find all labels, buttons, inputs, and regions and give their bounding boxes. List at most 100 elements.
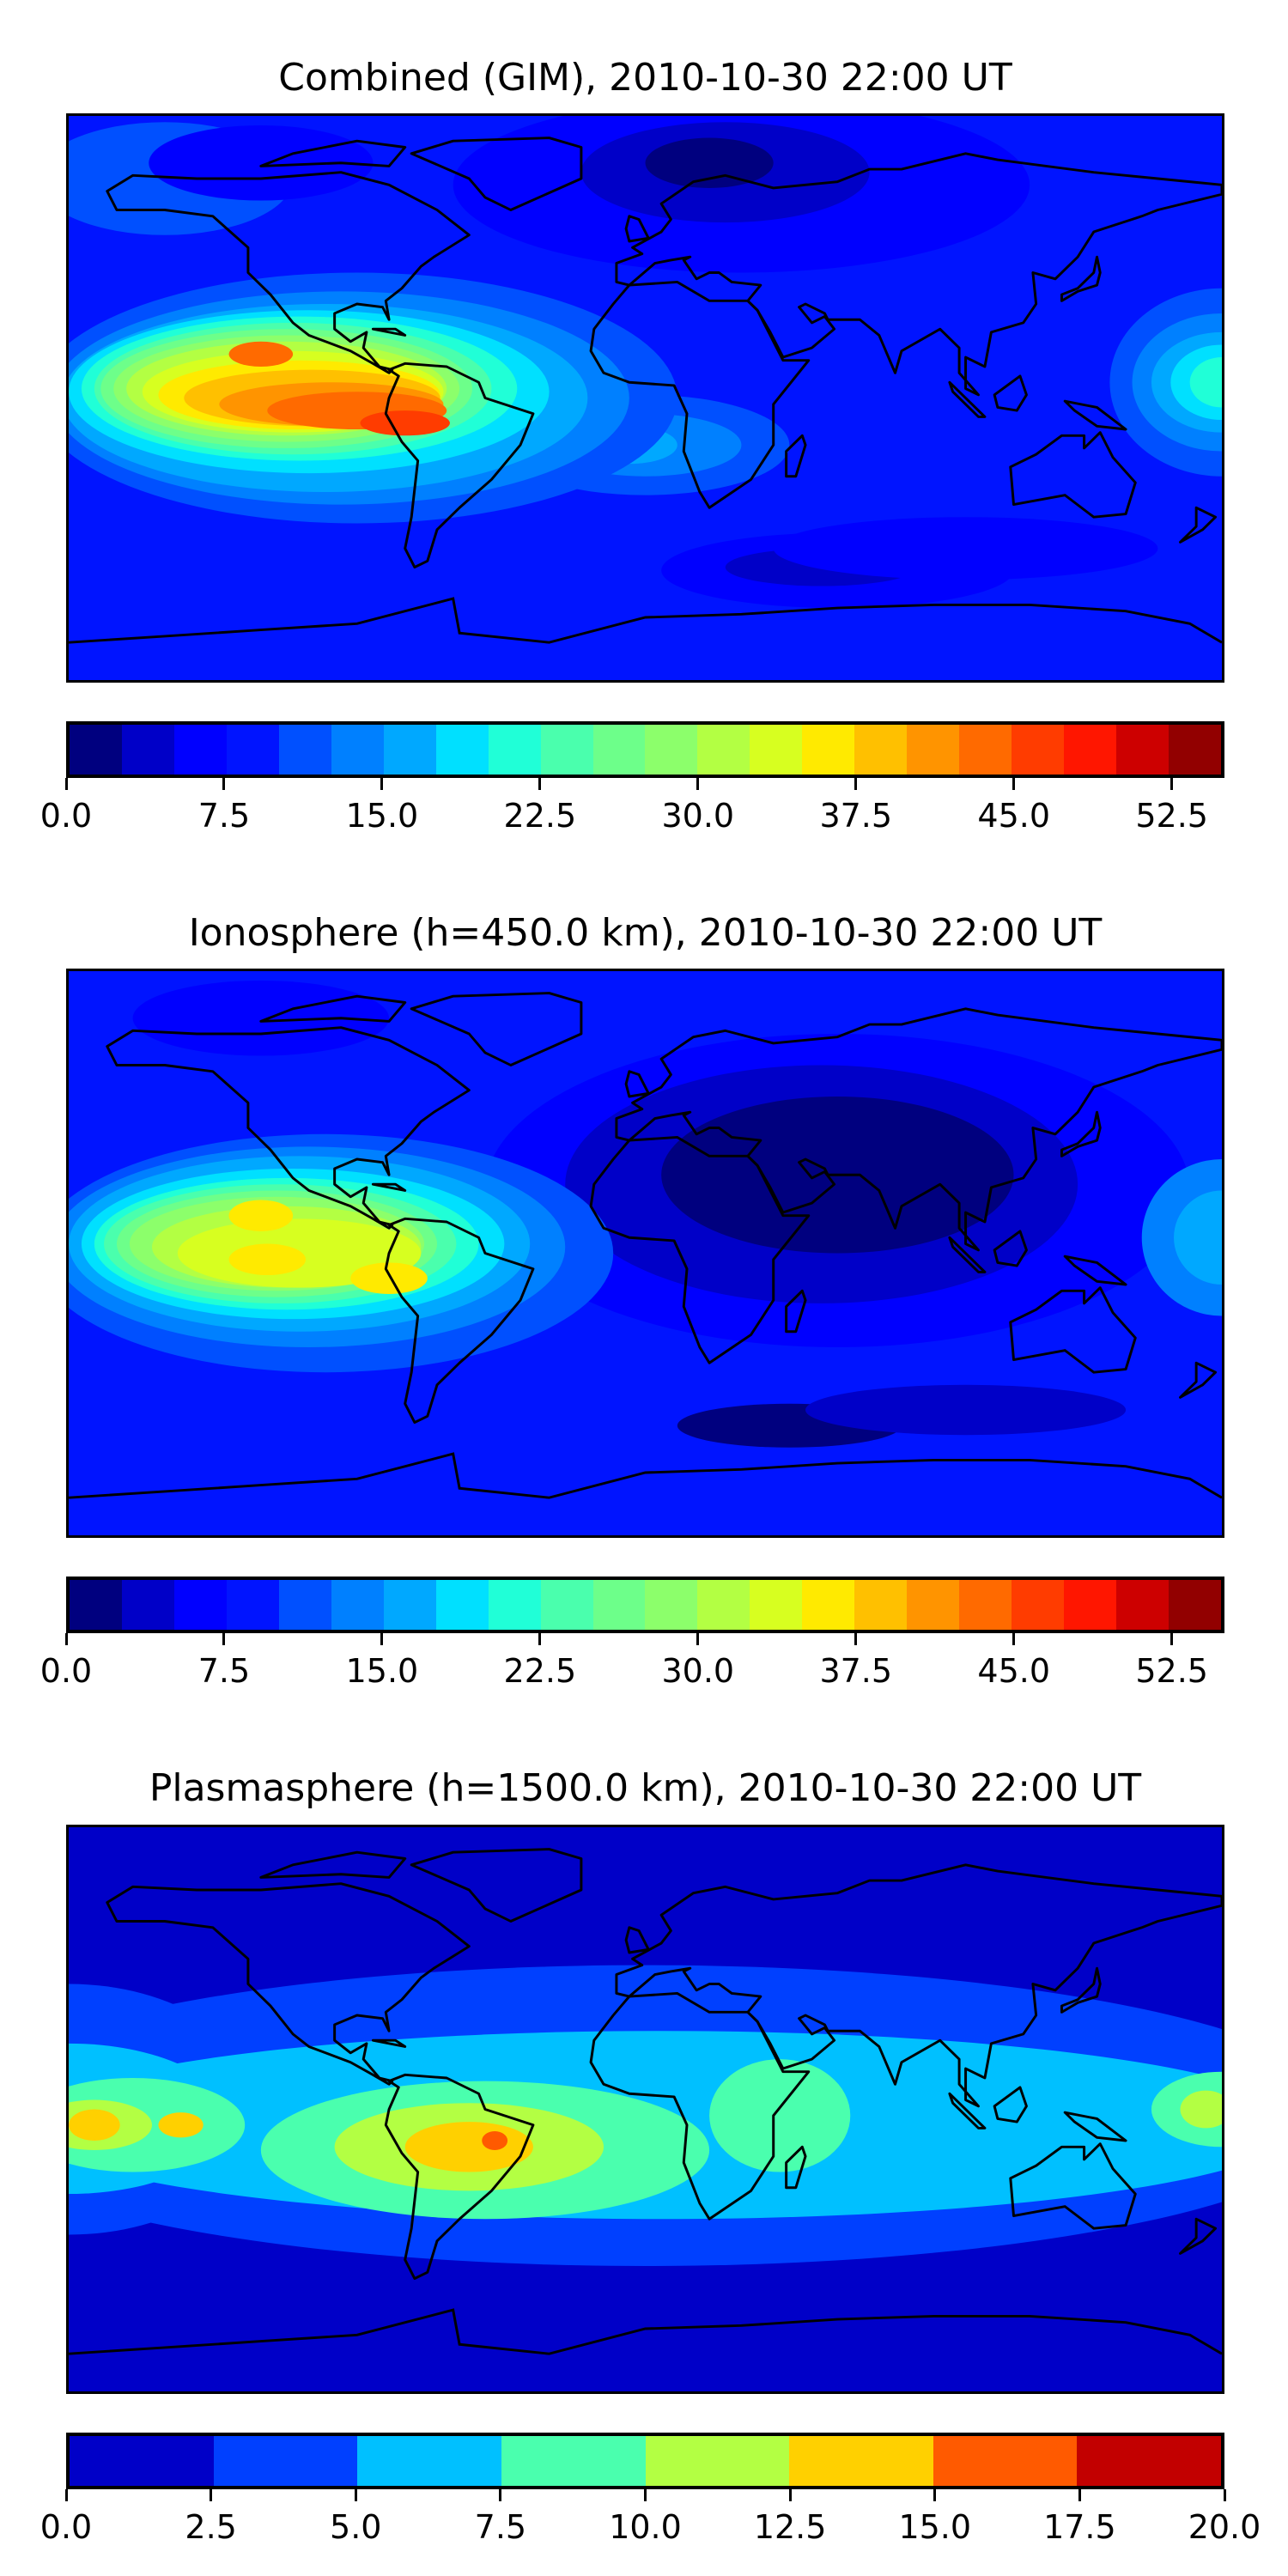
coastline [785, 434, 807, 478]
coastline [259, 1850, 407, 1879]
coastline [1009, 431, 1137, 519]
contour-region [709, 2059, 851, 2172]
colorbar-bin [121, 1580, 174, 1630]
colorbar-bin [540, 1580, 593, 1630]
tick-label: 45.0 [977, 1652, 1051, 1690]
tick-mark [854, 1633, 858, 1645]
colorbar-bin [383, 1580, 436, 1630]
coastline [948, 2092, 987, 2129]
tick-label: 17.5 [1043, 2508, 1116, 2546]
colorbar-bin [697, 1580, 750, 1630]
coastline [410, 992, 583, 1066]
colorbar-bin [488, 1580, 541, 1630]
coastline [1009, 2142, 1137, 2230]
map-svg [69, 971, 1222, 1535]
colorbar [66, 2433, 1224, 2489]
colorbar-bin [278, 725, 331, 775]
tec-map-ionosphere [66, 969, 1224, 1538]
colorbar-bin [226, 1580, 279, 1630]
coastline [615, 1007, 1222, 1252]
colorbar-bin [1116, 725, 1170, 775]
tick-mark [354, 2489, 357, 2501]
coastline [589, 1135, 811, 1364]
coastline [384, 2073, 535, 2281]
coastline [371, 1182, 407, 1192]
tick-label: 15.0 [898, 2508, 972, 2546]
colorbar-bin [959, 1580, 1012, 1630]
coastline [993, 2086, 1028, 2123]
tick-label: 5.0 [330, 2508, 382, 2546]
contour-region [350, 1262, 428, 1294]
colorbar-bin [1012, 725, 1065, 775]
contour-region [773, 517, 1158, 580]
contour-region [158, 2112, 204, 2138]
tick-label: 7.5 [474, 2508, 527, 2546]
colorbar-bin [213, 2436, 358, 2486]
colorbar-bin [435, 1580, 489, 1630]
contour-region [228, 1200, 294, 1231]
tick-label: 0.0 [39, 797, 93, 835]
tick-label: 52.5 [1135, 1652, 1208, 1690]
coastline [1063, 1255, 1127, 1286]
tick-label: 7.5 [197, 797, 251, 835]
colorbar-bin [697, 725, 750, 775]
colorbar-bin [854, 1580, 908, 1630]
tick-label: 45.0 [977, 797, 1051, 835]
coastline-antarctica [69, 597, 1222, 644]
colorbar-bin [70, 1580, 122, 1630]
colorbar-bin [1169, 1580, 1221, 1630]
coastline [106, 1882, 471, 2086]
tick-label: 0.0 [39, 1652, 93, 1690]
tick-mark [64, 778, 68, 790]
colorbar-ticks: 0.0 7.5 15.0 22.5 30.0 37.5 45.0 52.5 [40, 1633, 1224, 1702]
colorbar-bin [435, 725, 489, 775]
tick-label: 37.5 [819, 1652, 893, 1690]
colorbar-bin [854, 725, 908, 775]
colorbar-bin [1012, 1580, 1065, 1630]
tick-label: 12.5 [753, 2508, 827, 2546]
contour-region [805, 1384, 1127, 1436]
colorbar-ticks: 0.0 2.5 5.0 7.5 10.0 12.5 15.0 17.5 20.0 [40, 2489, 1261, 2558]
contour-region [149, 125, 374, 201]
colorbar-bin [750, 725, 803, 775]
colorbar-bin [173, 725, 227, 775]
coastline [785, 2145, 807, 2190]
tick-mark [222, 778, 226, 790]
tick-mark [1223, 2489, 1226, 2501]
colorbar-bin [540, 725, 593, 775]
map-svg [69, 116, 1222, 680]
colorbar-bin [1064, 725, 1117, 775]
tick-mark [696, 778, 700, 790]
coastline [948, 380, 987, 418]
tick-label: 10.0 [609, 2508, 682, 2546]
coastline [1063, 2111, 1127, 2142]
tick-label: 0.0 [39, 2508, 93, 2546]
colorbar-bin [70, 725, 122, 775]
coastline [1060, 255, 1102, 302]
colorbar-bin [331, 1580, 384, 1630]
tick-mark [64, 2489, 68, 2501]
tick-label: 37.5 [819, 797, 893, 835]
map-svg [69, 1827, 1222, 2391]
tick-label: 7.5 [197, 1652, 251, 1690]
tick-mark [854, 778, 858, 790]
colorbar-bin [933, 2436, 1078, 2486]
coastline [371, 327, 407, 337]
tick-mark [1170, 1633, 1174, 1645]
coastline [1060, 1966, 1102, 2014]
coastline-antarctica [69, 2308, 1222, 2355]
coastline [615, 152, 1222, 397]
panel-title: Ionosphere (h=450.0 km), 2010-10-30 22:0… [188, 911, 1103, 955]
coastline [785, 1289, 807, 1334]
tick-mark [1170, 778, 1174, 790]
colorbar-bin [750, 1580, 803, 1630]
colorbar-bin [959, 725, 1012, 775]
tec-map-plasmasphere [66, 1825, 1224, 2394]
colorbar-bin [173, 1580, 227, 1630]
contour-region [1174, 1190, 1222, 1285]
coastline [624, 1926, 650, 1954]
coastline [259, 139, 407, 167]
contour-region [228, 1243, 307, 1276]
tick-label: 22.5 [503, 797, 577, 835]
colorbar [66, 721, 1224, 778]
